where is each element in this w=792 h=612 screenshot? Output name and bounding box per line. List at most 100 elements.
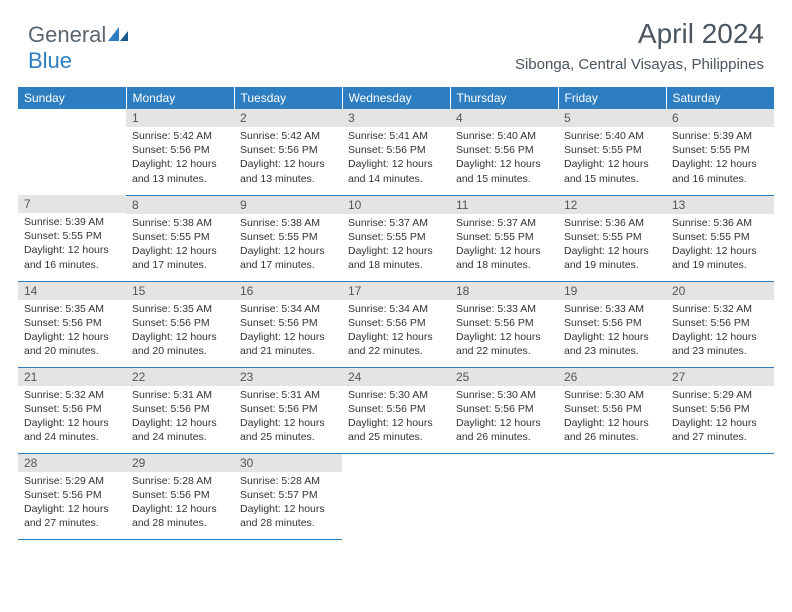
day-sun-info: Sunrise: 5:39 AMSunset: 5:55 PMDaylight:… [666, 127, 774, 190]
day-number: 14 [18, 282, 126, 300]
calendar-day-cell: 30Sunrise: 5:28 AMSunset: 5:57 PMDayligh… [234, 453, 342, 539]
logo: General [28, 22, 130, 48]
dow-header: Saturday [666, 87, 774, 109]
day-sun-info: Sunrise: 5:36 AMSunset: 5:55 PMDaylight:… [558, 214, 666, 277]
calendar-day-cell: 11Sunrise: 5:37 AMSunset: 5:55 PMDayligh… [450, 195, 558, 281]
day-sun-info: Sunrise: 5:35 AMSunset: 5:56 PMDaylight:… [18, 300, 126, 363]
day-number: 19 [558, 282, 666, 300]
day-sun-info: Sunrise: 5:29 AMSunset: 5:56 PMDaylight:… [18, 472, 126, 535]
title-block: April 2024 Sibonga, Central Visayas, Phi… [515, 18, 764, 73]
calendar-body: ..1Sunrise: 5:42 AMSunset: 5:56 PMDaylig… [18, 109, 774, 539]
logo-text-blue: Blue [28, 48, 72, 74]
calendar-day-cell: 21Sunrise: 5:32 AMSunset: 5:56 PMDayligh… [18, 367, 126, 453]
calendar-day-cell: 4Sunrise: 5:40 AMSunset: 5:56 PMDaylight… [450, 109, 558, 195]
day-number: 16 [234, 282, 342, 300]
day-number: 17 [342, 282, 450, 300]
calendar-day-cell: 28Sunrise: 5:29 AMSunset: 5:56 PMDayligh… [18, 453, 126, 539]
day-sun-info: Sunrise: 5:33 AMSunset: 5:56 PMDaylight:… [450, 300, 558, 363]
calendar-day-cell: 1Sunrise: 5:42 AMSunset: 5:56 PMDaylight… [126, 109, 234, 195]
calendar-header-row: SundayMondayTuesdayWednesdayThursdayFrid… [18, 87, 774, 109]
day-sun-info: Sunrise: 5:35 AMSunset: 5:56 PMDaylight:… [126, 300, 234, 363]
calendar-day-cell: .. [666, 453, 774, 539]
calendar-day-cell: 13Sunrise: 5:36 AMSunset: 5:55 PMDayligh… [666, 195, 774, 281]
dow-header: Thursday [450, 87, 558, 109]
calendar-table: SundayMondayTuesdayWednesdayThursdayFrid… [18, 87, 774, 540]
dow-header: Friday [558, 87, 666, 109]
day-sun-info: Sunrise: 5:32 AMSunset: 5:56 PMDaylight:… [18, 386, 126, 449]
day-number: 7 [18, 195, 126, 213]
day-number: 2 [234, 109, 342, 127]
logo-text-general: General [28, 22, 106, 48]
day-number: 13 [666, 196, 774, 214]
calendar-week-row: 21Sunrise: 5:32 AMSunset: 5:56 PMDayligh… [18, 367, 774, 453]
calendar-day-cell: 24Sunrise: 5:30 AMSunset: 5:56 PMDayligh… [342, 367, 450, 453]
day-number: 30 [234, 454, 342, 472]
day-number: 25 [450, 368, 558, 386]
dow-header: Sunday [18, 87, 126, 109]
day-sun-info: Sunrise: 5:42 AMSunset: 5:56 PMDaylight:… [234, 127, 342, 190]
day-sun-info: Sunrise: 5:34 AMSunset: 5:56 PMDaylight:… [342, 300, 450, 363]
calendar-day-cell: .. [450, 453, 558, 539]
day-sun-info: Sunrise: 5:36 AMSunset: 5:55 PMDaylight:… [666, 214, 774, 277]
calendar-week-row: 7Sunrise: 5:39 AMSunset: 5:55 PMDaylight… [18, 195, 774, 281]
dow-header: Tuesday [234, 87, 342, 109]
calendar-week-row: ..1Sunrise: 5:42 AMSunset: 5:56 PMDaylig… [18, 109, 774, 195]
day-number: 26 [558, 368, 666, 386]
day-number: 21 [18, 368, 126, 386]
calendar-day-cell: 26Sunrise: 5:30 AMSunset: 5:56 PMDayligh… [558, 367, 666, 453]
calendar-day-cell: 18Sunrise: 5:33 AMSunset: 5:56 PMDayligh… [450, 281, 558, 367]
calendar-day-cell: 12Sunrise: 5:36 AMSunset: 5:55 PMDayligh… [558, 195, 666, 281]
calendar-week-row: 28Sunrise: 5:29 AMSunset: 5:56 PMDayligh… [18, 453, 774, 539]
day-sun-info: Sunrise: 5:41 AMSunset: 5:56 PMDaylight:… [342, 127, 450, 190]
day-sun-info: Sunrise: 5:37 AMSunset: 5:55 PMDaylight:… [342, 214, 450, 277]
day-number: 4 [450, 109, 558, 127]
day-sun-info: Sunrise: 5:31 AMSunset: 5:56 PMDaylight:… [126, 386, 234, 449]
dow-header: Wednesday [342, 87, 450, 109]
location-text: Sibonga, Central Visayas, Philippines [515, 56, 764, 73]
day-sun-info: Sunrise: 5:29 AMSunset: 5:56 PMDaylight:… [666, 386, 774, 449]
day-number: 22 [126, 368, 234, 386]
calendar-day-cell: 19Sunrise: 5:33 AMSunset: 5:56 PMDayligh… [558, 281, 666, 367]
calendar-day-cell: 15Sunrise: 5:35 AMSunset: 5:56 PMDayligh… [126, 281, 234, 367]
calendar-day-cell: 14Sunrise: 5:35 AMSunset: 5:56 PMDayligh… [18, 281, 126, 367]
day-number: 20 [666, 282, 774, 300]
calendar-day-cell: 9Sunrise: 5:38 AMSunset: 5:55 PMDaylight… [234, 195, 342, 281]
day-sun-info: Sunrise: 5:42 AMSunset: 5:56 PMDaylight:… [126, 127, 234, 190]
calendar-day-cell: 16Sunrise: 5:34 AMSunset: 5:56 PMDayligh… [234, 281, 342, 367]
day-sun-info: Sunrise: 5:39 AMSunset: 5:55 PMDaylight:… [18, 213, 126, 276]
month-title: April 2024 [515, 18, 764, 50]
day-sun-info: Sunrise: 5:37 AMSunset: 5:55 PMDaylight:… [450, 214, 558, 277]
day-number: 12 [558, 196, 666, 214]
day-number: 9 [234, 196, 342, 214]
day-number: 27 [666, 368, 774, 386]
day-sun-info: Sunrise: 5:33 AMSunset: 5:56 PMDaylight:… [558, 300, 666, 363]
day-number: 24 [342, 368, 450, 386]
dow-header: Monday [126, 87, 234, 109]
day-sun-info: Sunrise: 5:28 AMSunset: 5:57 PMDaylight:… [234, 472, 342, 535]
day-sun-info: Sunrise: 5:32 AMSunset: 5:56 PMDaylight:… [666, 300, 774, 363]
day-number: 1 [126, 109, 234, 127]
calendar-day-cell: 20Sunrise: 5:32 AMSunset: 5:56 PMDayligh… [666, 281, 774, 367]
day-number: 18 [450, 282, 558, 300]
day-number: 11 [450, 196, 558, 214]
calendar-day-cell: 29Sunrise: 5:28 AMSunset: 5:56 PMDayligh… [126, 453, 234, 539]
day-number: 8 [126, 196, 234, 214]
calendar-day-cell: 3Sunrise: 5:41 AMSunset: 5:56 PMDaylight… [342, 109, 450, 195]
calendar-day-cell: .. [342, 453, 450, 539]
calendar-day-cell: 22Sunrise: 5:31 AMSunset: 5:56 PMDayligh… [126, 367, 234, 453]
day-number: 15 [126, 282, 234, 300]
calendar-day-cell: 6Sunrise: 5:39 AMSunset: 5:55 PMDaylight… [666, 109, 774, 195]
day-sun-info: Sunrise: 5:40 AMSunset: 5:56 PMDaylight:… [450, 127, 558, 190]
day-number: 3 [342, 109, 450, 127]
calendar-day-cell: 2Sunrise: 5:42 AMSunset: 5:56 PMDaylight… [234, 109, 342, 195]
day-number: 29 [126, 454, 234, 472]
calendar-day-cell: 27Sunrise: 5:29 AMSunset: 5:56 PMDayligh… [666, 367, 774, 453]
day-number: 10 [342, 196, 450, 214]
day-number: 5 [558, 109, 666, 127]
logo-sail-icon [108, 27, 130, 43]
day-sun-info: Sunrise: 5:40 AMSunset: 5:55 PMDaylight:… [558, 127, 666, 190]
day-sun-info: Sunrise: 5:30 AMSunset: 5:56 PMDaylight:… [342, 386, 450, 449]
day-sun-info: Sunrise: 5:38 AMSunset: 5:55 PMDaylight:… [126, 214, 234, 277]
day-sun-info: Sunrise: 5:31 AMSunset: 5:56 PMDaylight:… [234, 386, 342, 449]
calendar-day-cell: .. [18, 109, 126, 195]
